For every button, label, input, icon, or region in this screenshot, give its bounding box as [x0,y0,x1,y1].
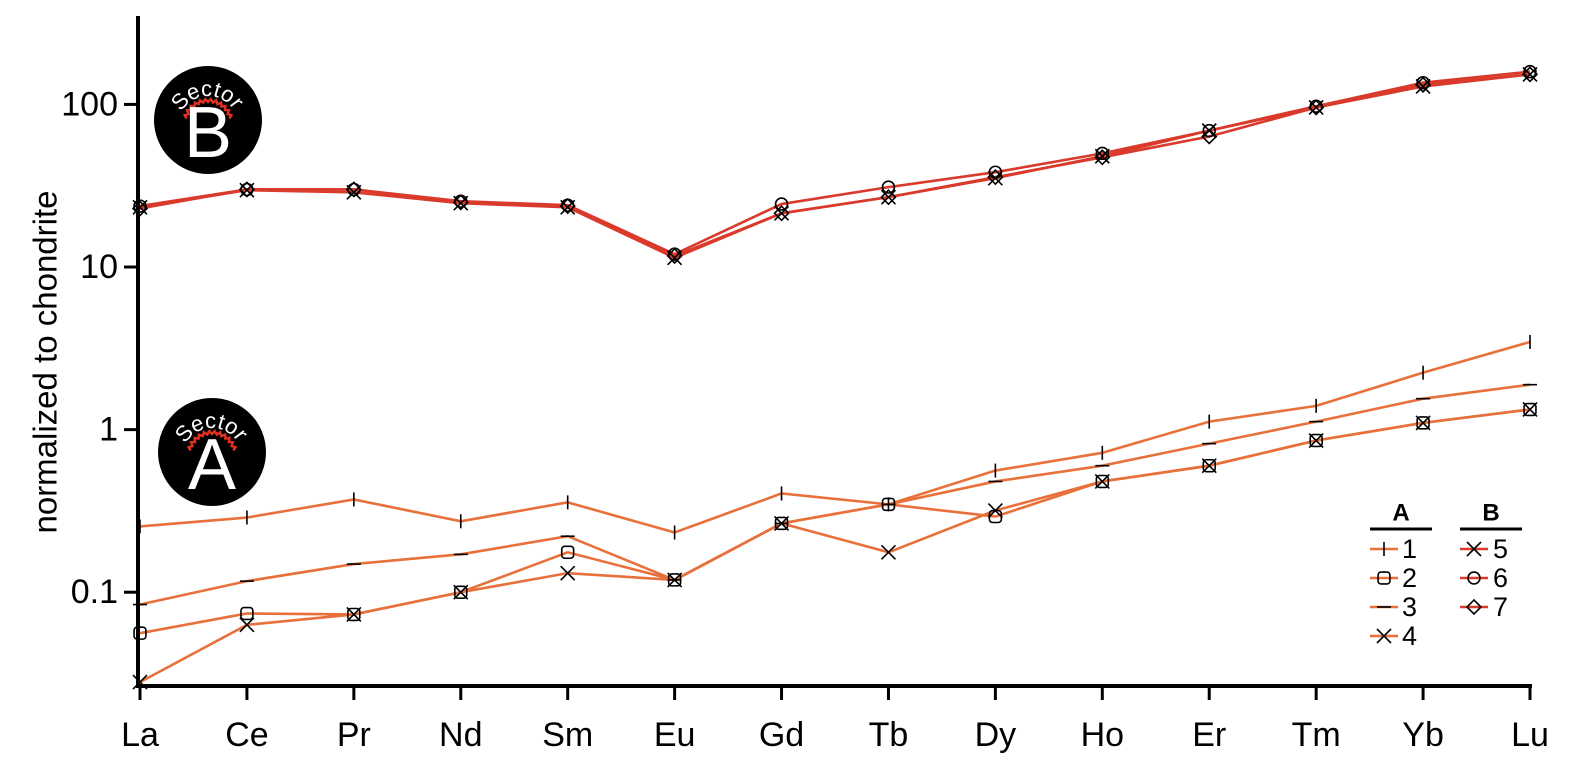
x-tick-label: Yb [1402,716,1444,754]
y-tick-label: 1 [99,411,118,449]
series-line [139,340,1531,534]
marker [452,194,469,211]
marker [1094,473,1110,490]
legend-marker [1377,571,1391,585]
x-tick-label: Nd [439,716,482,754]
marker [1094,148,1110,164]
y-tick-label: 100 [61,85,118,123]
marker [1201,458,1217,474]
legend-label: 3 [1402,592,1417,622]
marker [131,200,149,217]
marker [1309,433,1323,448]
marker [987,169,1004,186]
marker [238,181,256,198]
x-tick-label: Dy [975,716,1017,754]
marker [1522,401,1538,418]
x-tick-label: Er [1192,716,1226,754]
legend-label: 7 [1493,592,1508,622]
y-tick-label: 0.1 [71,573,118,611]
marker [1414,76,1432,93]
marker [1521,66,1539,83]
marker [773,515,790,531]
marker [560,565,576,581]
badge-zigzag [182,97,234,120]
marker [1095,474,1110,489]
marker [773,205,790,222]
legend-label: 5 [1493,534,1508,564]
marker [347,607,361,622]
marker [1416,416,1430,430]
marker [454,585,468,599]
marker [345,181,362,198]
badge-letter: B [184,93,232,173]
x-tick-label: Gd [759,716,804,754]
marker [1415,415,1431,431]
y-tick-label: 10 [80,248,118,286]
x-tick-label: Tm [1292,716,1341,754]
marker [881,180,896,194]
marker [1202,458,1216,473]
legend-label: 6 [1493,563,1508,593]
marker [346,606,362,623]
marker [559,197,576,215]
marker [880,189,897,206]
marker [667,572,683,588]
legend-marker [1466,541,1482,557]
marker [1201,128,1218,145]
marker [1094,149,1111,166]
badge [154,66,262,174]
marker [1523,402,1537,417]
marker [774,197,789,211]
badge [158,398,266,506]
marker [1522,66,1538,82]
marker [988,165,1003,179]
badge-zigzag [186,429,238,452]
legend-title: A [1392,499,1409,526]
x-tick-label: La [121,716,159,754]
legend-label: 4 [1402,621,1417,651]
marker [560,545,575,560]
marker [239,617,255,633]
series-line [139,73,1531,258]
legend-label: 2 [1402,563,1417,593]
legend-marker [1465,598,1483,616]
x-tick-label: Eu [654,716,696,754]
marker [666,247,683,265]
x-tick-label: Ce [225,716,268,754]
legend-marker [1467,571,1481,585]
marker [1202,123,1216,138]
marker [880,189,897,205]
marker [1095,146,1110,161]
legend-marker [1376,628,1392,644]
legend-title: B [1482,499,1499,526]
marker [1523,64,1537,79]
x-tick-label: Pr [337,716,371,754]
marker [1308,99,1325,116]
marker [1308,432,1324,449]
legend-label: 1 [1402,534,1417,564]
badge-letter: A [188,425,236,505]
series-line [139,408,1531,684]
x-tick-label: Sm [542,716,593,754]
marker [240,606,254,621]
marker [133,199,147,213]
marker [987,502,1003,519]
y-axis-label: normalized to chondrite [27,190,64,533]
marker [132,674,148,690]
marker [880,544,897,560]
series-line [139,70,1531,256]
x-tick-label: Ho [1081,716,1124,754]
marker [133,626,147,640]
x-tick-label: Lu [1511,716,1549,754]
marker [453,584,469,600]
series-line [139,383,1531,606]
x-tick-label: Tb [869,716,909,754]
